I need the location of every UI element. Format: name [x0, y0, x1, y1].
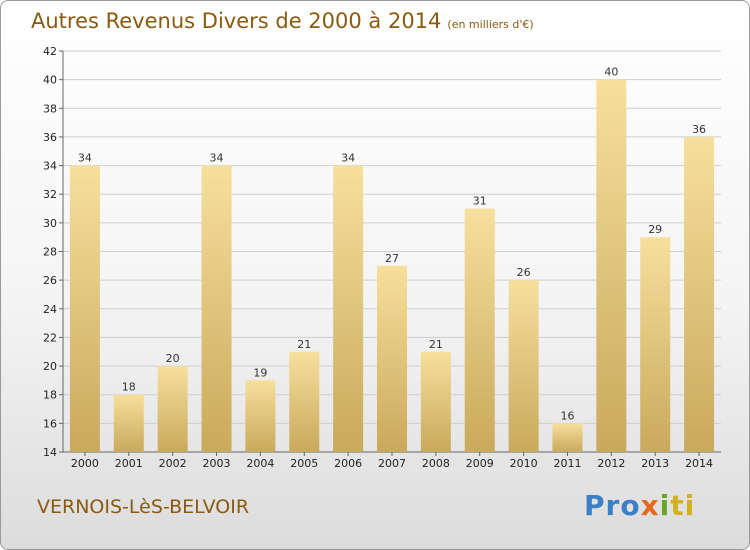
data-label-2001: 18 — [122, 381, 136, 394]
bar-2011 — [552, 423, 583, 452]
y-tick-label: 24 — [43, 303, 57, 316]
data-label-2006: 34 — [341, 152, 355, 165]
bar-2009 — [464, 208, 495, 452]
bar-2001 — [113, 394, 144, 452]
bar-2012 — [596, 79, 627, 453]
data-label-2005: 21 — [297, 338, 311, 351]
bar-2006 — [333, 165, 364, 453]
y-tick-label: 38 — [43, 102, 57, 115]
data-label-2002: 20 — [166, 352, 180, 365]
x-tick-label-2013: 2013 — [641, 457, 669, 470]
x-tick-label-2012: 2012 — [597, 457, 625, 470]
x-tick-label-2008: 2008 — [422, 457, 450, 470]
chart-title: Autres Revenus Divers de 2000 à 2014 (en … — [31, 9, 534, 33]
x-tick-label-2007: 2007 — [378, 457, 406, 470]
logo-part-1: Pro — [584, 489, 641, 522]
data-label-2004: 19 — [253, 366, 267, 379]
commune-name: VERNOIS-LèS-BELVOIR — [37, 496, 250, 518]
bar-2003 — [201, 165, 232, 453]
bar-2013 — [640, 237, 671, 452]
proxiti-logo: Proxiti — [584, 489, 695, 522]
y-tick-label: 40 — [43, 74, 57, 87]
y-tick-label: 32 — [43, 188, 57, 201]
x-tick-label-2001: 2001 — [115, 457, 143, 470]
x-tick-label-2005: 2005 — [290, 457, 318, 470]
x-tick-label-2002: 2002 — [159, 457, 187, 470]
bar-2008 — [420, 351, 451, 452]
x-tick-label-2014: 2014 — [685, 457, 713, 470]
data-label-2008: 21 — [429, 338, 443, 351]
bar-2014 — [684, 136, 715, 452]
bar-2005 — [289, 351, 320, 452]
y-tick-label: 34 — [43, 160, 57, 173]
bar-2004 — [245, 380, 276, 452]
y-tick-label: 20 — [43, 360, 57, 373]
bar-2002 — [157, 366, 188, 452]
data-label-2010: 26 — [517, 266, 531, 279]
data-label-2011: 16 — [560, 409, 574, 422]
data-label-2013: 29 — [648, 223, 662, 236]
bar-2010 — [508, 280, 539, 452]
y-tick-label: 22 — [43, 331, 57, 344]
y-tick-label: 42 — [43, 45, 57, 58]
x-tick-label-2009: 2009 — [466, 457, 494, 470]
y-tick-label: 26 — [43, 274, 57, 287]
chart-unit: (en milliers d'€) — [447, 18, 534, 31]
y-tick-label: 18 — [43, 389, 57, 402]
x-tick-label-2004: 2004 — [246, 457, 274, 470]
bar-2000 — [69, 165, 100, 453]
chart-title-text: Autres Revenus Divers de 2000 à 2014 — [31, 9, 442, 33]
x-tick-label-2010: 2010 — [510, 457, 538, 470]
data-label-2009: 31 — [473, 195, 487, 208]
logo-part-2: x — [640, 489, 660, 522]
data-label-2014: 36 — [692, 123, 706, 136]
data-label-2003: 34 — [210, 152, 224, 165]
data-label-2000: 34 — [78, 152, 92, 165]
y-tick-label: 28 — [43, 246, 57, 259]
data-label-2012: 40 — [604, 66, 618, 79]
x-tick-label-2000: 2000 — [71, 457, 99, 470]
logo-part-4: ti — [670, 489, 696, 522]
x-tick-label-2006: 2006 — [334, 457, 362, 470]
y-tick-label: 30 — [43, 217, 57, 230]
y-tick-label: 14 — [43, 446, 57, 459]
data-label-2007: 27 — [385, 252, 399, 265]
x-tick-label-2011: 2011 — [553, 457, 581, 470]
y-tick-label: 36 — [43, 131, 57, 144]
y-tick-label: 16 — [43, 417, 57, 430]
bar-2007 — [377, 265, 407, 452]
x-tick-label-2003: 2003 — [203, 457, 231, 470]
logo-part-3: i — [659, 489, 671, 522]
